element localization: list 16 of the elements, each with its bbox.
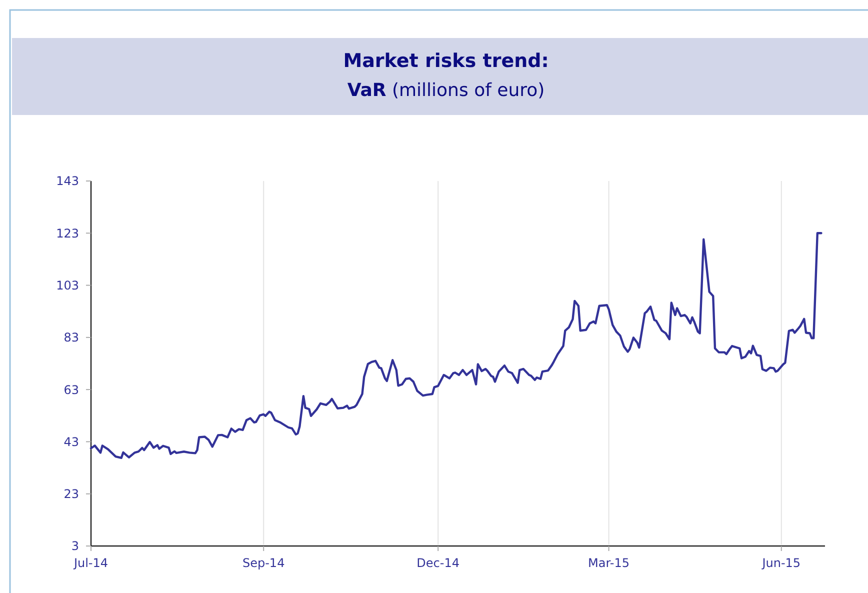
line-series [90,232,822,459]
y-tick-label: 3 [71,539,79,554]
y-tick-label: 43 [64,434,79,449]
chart-title: Market risks trend: [343,50,549,72]
y-tick-label: 83 [64,330,79,345]
x-tick-label: Jul-14 [72,556,108,570]
x-tick-label: Sep-14 [242,556,285,570]
y-tick-label: 123 [56,226,79,240]
x-tick-label: Jun-15 [761,556,801,570]
y-tick-label: 63 [64,382,79,397]
y-tick-label: 143 [56,174,79,188]
x-tick-label: Mar-15 [588,556,630,570]
chart-subtitle: VaR (millions of euro) [347,80,545,101]
y-tick-label: 23 [64,487,79,502]
y-tick-label: 103 [56,278,79,292]
x-tick-label: Dec-14 [416,556,460,570]
